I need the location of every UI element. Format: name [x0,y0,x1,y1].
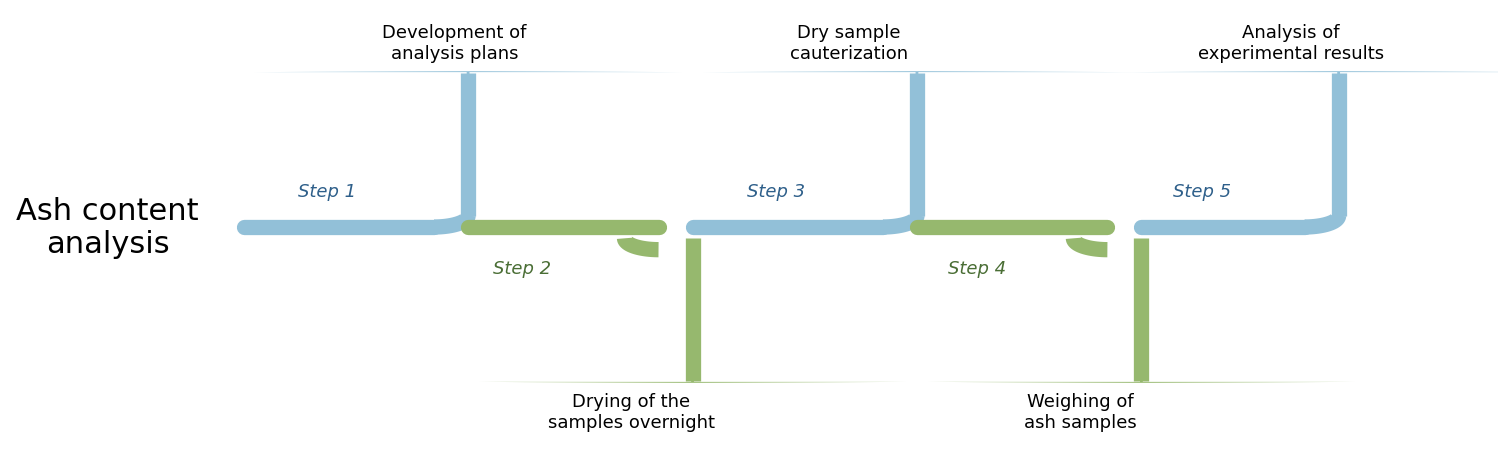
Text: Step 4: Step 4 [948,259,1007,277]
Text: Weighing of
ash samples: Weighing of ash samples [1023,392,1137,431]
Text: Step 2: Step 2 [493,259,551,277]
Text: Step 1: Step 1 [298,182,357,200]
Text: Dry sample
cauterization: Dry sample cauterization [789,24,908,63]
Text: Step 3: Step 3 [748,182,804,200]
Text: Development of
analysis plans: Development of analysis plans [382,24,527,63]
Text: Ash content
analysis: Ash content analysis [16,196,199,259]
Text: Step 5: Step 5 [1173,182,1231,200]
Text: Analysis of
experimental results: Analysis of experimental results [1198,24,1384,63]
Text: Drying of the
samples overnight: Drying of the samples overnight [548,392,715,431]
